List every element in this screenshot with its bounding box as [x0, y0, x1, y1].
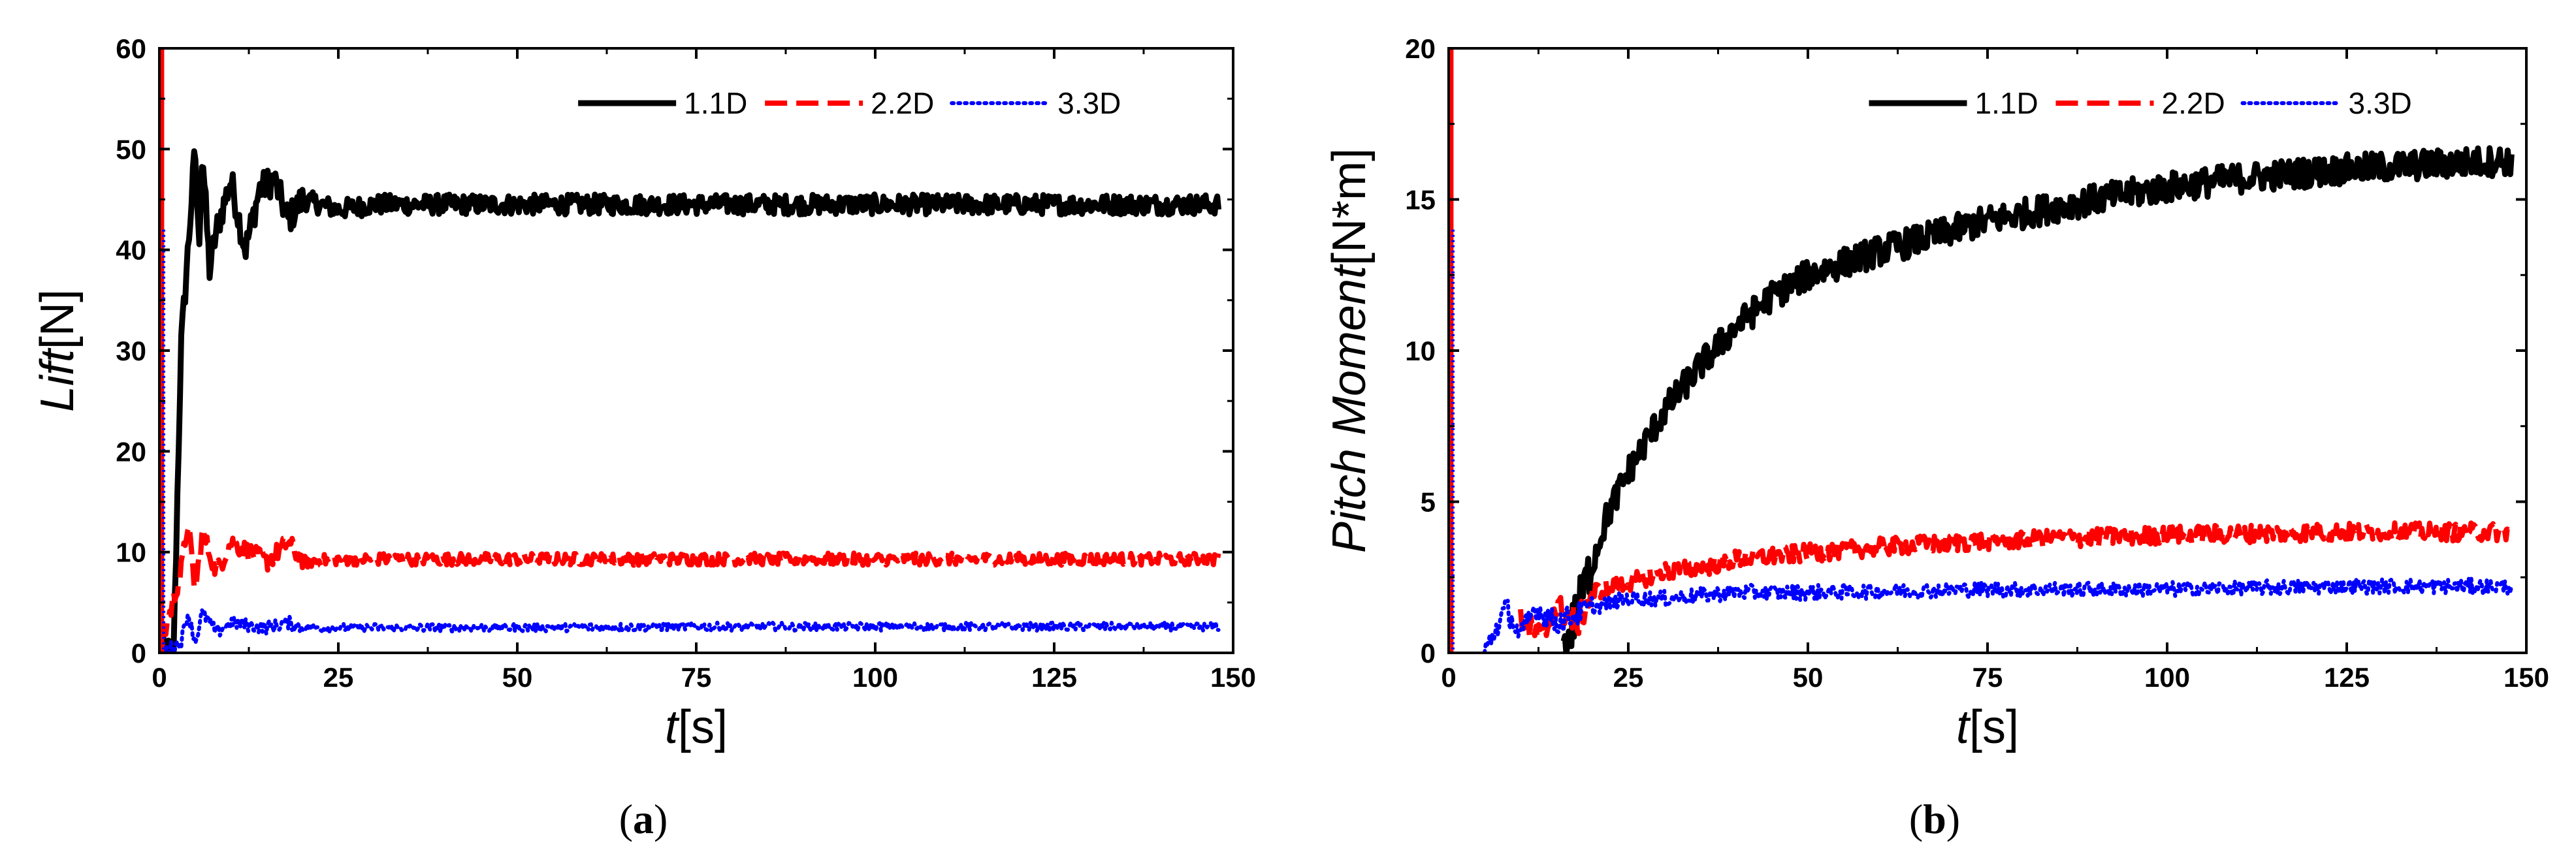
x-axis-title: t[s] [1956, 701, 2019, 753]
plot-frame [1447, 47, 2528, 654]
series-line-3.3D [159, 608, 1221, 653]
panel-caption: (b) [1909, 796, 1960, 842]
caption-letter: b [1923, 796, 1946, 842]
x-tick-label: 25 [1613, 662, 1644, 693]
x-tick-label: 100 [2144, 662, 2190, 693]
x-tick-label: 75 [681, 662, 712, 693]
x-axis-title-var: t [665, 701, 680, 753]
y-tick-label: 50 [116, 134, 146, 165]
y-tick-label: 10 [116, 537, 146, 568]
caption-letter: a [633, 796, 654, 842]
y-axis-title-var: Lift [31, 347, 84, 412]
x-tick-label: 75 [1972, 662, 2003, 693]
x-tick-label: 0 [152, 662, 167, 693]
x-axis-title: t[s] [665, 701, 728, 753]
panel-b-pitch-moment-chart: 0 25 50 75 100 125 150 0 5 10 15 20 t[s] Pitch Moment… [1323, 33, 2549, 842]
legend-label-2.2D: 2.2D [871, 86, 934, 120]
caption-paren-close: ) [654, 796, 668, 842]
y-axis-title: Lift[N] [31, 289, 84, 412]
x-axis-title-var: t [1956, 701, 1971, 753]
caption-paren-close: ) [1946, 796, 1960, 842]
x-tick-label: 0 [1441, 662, 1456, 693]
y-tick-label: 10 [1405, 336, 1436, 366]
x-tick-label: 50 [1793, 662, 1824, 693]
x-tick-label: 100 [852, 662, 898, 693]
y-axis-title-unit: [N*m] [1323, 148, 1376, 266]
x-tick-label: 125 [2324, 662, 2370, 693]
y-tick-label: 40 [116, 235, 146, 266]
y-tick-label: 15 [1405, 185, 1436, 215]
x-tick-label: 150 [1210, 662, 1256, 693]
x-axis-title-unit: [s] [1969, 701, 2019, 753]
legend-label-1.1D: 1.1D [1975, 86, 2038, 120]
y-tick-label: 30 [116, 336, 146, 366]
y-axis-title: Pitch Moment[N*m] [1323, 148, 1376, 553]
legend-label-3.3D: 3.3D [1057, 86, 1121, 120]
x-tick-label: 25 [323, 662, 354, 693]
x-tick-label: 50 [502, 662, 533, 693]
y-tick-label: 5 [1421, 487, 1436, 518]
y-tick-label: 0 [1421, 638, 1436, 669]
series-line-1.1D [159, 148, 1222, 653]
y-axis-title-unit: [N] [31, 289, 84, 349]
y-tick-label: 0 [131, 638, 146, 669]
legend-label-3.3D: 3.3D [2349, 86, 2412, 120]
y-tick-label: 60 [116, 33, 146, 64]
x-axis-title-unit: [s] [678, 701, 728, 753]
series-line-2.2D [1518, 520, 2514, 641]
y-tick-label: 20 [116, 436, 146, 467]
x-tick-label: 125 [1031, 662, 1077, 693]
legend-label-2.2D: 2.2D [2162, 86, 2225, 120]
panel-caption: (a) [619, 796, 668, 842]
x-tick-label: 150 [2504, 662, 2549, 693]
series-line-2.2D [159, 524, 1221, 652]
series-line-3.3D [1483, 576, 2514, 653]
y-axis-title-var: Pitch Moment [1323, 264, 1376, 553]
panel-a-lift-chart: 0 25 50 75 100 125 150 0 10 20 30 40 50 60 t[s] Lift[N]… [31, 33, 1256, 842]
caption-paren-open: ( [619, 796, 633, 842]
y-tick-label: 20 [1405, 33, 1436, 64]
series-line-1.1D [1560, 145, 2515, 653]
legend-label-1.1D: 1.1D [684, 86, 747, 120]
caption-paren-open: ( [1909, 796, 1923, 842]
